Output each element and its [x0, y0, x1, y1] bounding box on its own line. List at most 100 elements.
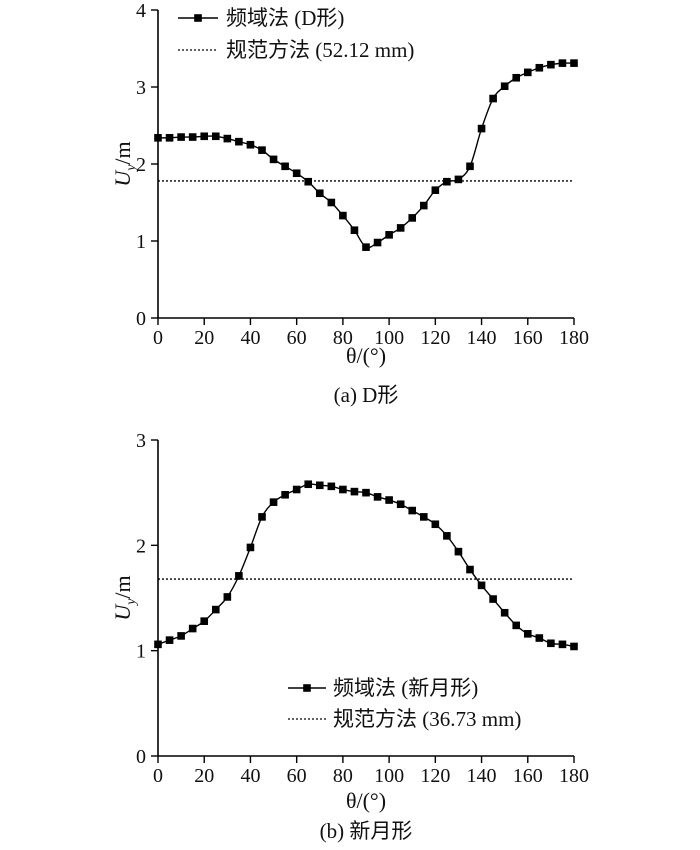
- data-point-marker: [570, 642, 578, 651]
- data-point-marker: [350, 226, 359, 235]
- data-point-marker: [304, 480, 313, 489]
- data-point-marker: [419, 513, 428, 521]
- legend-reference-label: 规范方法 (36.73 mm): [333, 707, 521, 731]
- x-tick-label: 180: [559, 327, 589, 349]
- data-point-marker: [396, 500, 405, 509]
- series-line: [157, 62, 575, 249]
- data-point-marker: [165, 134, 174, 142]
- data-point-marker: [466, 162, 474, 171]
- data-point-marker: [339, 211, 347, 220]
- data-point-marker: [443, 177, 451, 186]
- data-point-marker: [350, 487, 359, 496]
- data-point-marker: [362, 243, 370, 251]
- data-point-marker: [327, 482, 336, 491]
- data-point-marker: [315, 481, 324, 490]
- data-point-marker: [500, 82, 509, 91]
- legend-reference-label: 规范方法 (52.12 mm): [226, 38, 414, 62]
- y-axis-label: Uy/m: [110, 141, 139, 186]
- data-point-marker: [327, 198, 336, 207]
- data-point-marker: [258, 513, 266, 521]
- legend-series-marker: [303, 684, 311, 692]
- data-point-marker: [408, 506, 417, 515]
- legend: 频域法 (D形) 规范方法 (52.12 mm): [178, 6, 414, 62]
- data-point-marker: [281, 162, 289, 171]
- x-tick-label: 120: [420, 327, 450, 349]
- data-point-marker: [200, 617, 209, 625]
- data-point-marker: [200, 132, 209, 141]
- x-tick-label: 40: [240, 327, 260, 349]
- legend-series-label: 频域法 (D形): [226, 6, 344, 30]
- chart-crescent-shape: 0 1 2 3 0 20 40 60 80 100 120 140 160 180 频域法 (新月形) 规范方…: [110, 430, 589, 843]
- y-axis-label: Uy/m: [110, 575, 139, 620]
- data-point-marker: [269, 498, 278, 506]
- x-tick-label: 60: [287, 327, 307, 349]
- data-point-marker: [315, 189, 324, 198]
- data-point-marker: [535, 634, 544, 642]
- data-point-marker: [281, 490, 289, 499]
- data-point-marker: [373, 493, 382, 501]
- y-axis-label-unit: /m: [110, 141, 135, 164]
- data-point-marker: [570, 59, 578, 67]
- data-point-marker: [235, 137, 243, 146]
- x-axis-label: θ/(°): [346, 343, 386, 368]
- data-point-marker: [385, 496, 393, 504]
- data-point-marker: [523, 68, 532, 77]
- data-point-marker: [489, 595, 497, 603]
- data-point-marker: [292, 485, 301, 494]
- data-point-marker: [477, 124, 486, 133]
- x-tick-label: 100: [374, 765, 404, 787]
- legend-series-marker: [194, 14, 202, 22]
- data-point-marker: [165, 636, 174, 644]
- x-tick-label: 80: [333, 327, 353, 349]
- x-tick-label: 140: [467, 765, 497, 787]
- data-point-marker: [396, 224, 405, 232]
- data-point-marker: [177, 133, 185, 141]
- x-tick-label: 180: [559, 765, 589, 787]
- data-point-marker: [523, 630, 532, 638]
- chart-caption: (a) D形: [334, 383, 399, 407]
- data-point-marker: [385, 231, 393, 239]
- data-point-marker: [235, 572, 243, 580]
- data-point-marker: [512, 621, 521, 630]
- y-axis-label-main: U: [110, 603, 135, 621]
- data-point-marker: [558, 59, 567, 67]
- y-tick-label: 1: [136, 641, 146, 663]
- x-tick-label: 20: [194, 765, 214, 787]
- y-tick-label: 3: [136, 430, 146, 452]
- y-tick-label: 4: [136, 0, 146, 22]
- data-point-marker: [246, 140, 255, 149]
- x-tick-label: 160: [513, 765, 543, 787]
- y-tick-label: 0: [136, 308, 146, 330]
- legend: 频域法 (新月形) 规范方法 (36.73 mm): [288, 676, 521, 731]
- data-point-marker: [223, 593, 232, 601]
- data-point-marker: [362, 488, 370, 497]
- x-tick-label: 60: [287, 765, 307, 787]
- data-point-marker: [211, 605, 220, 614]
- x-tick-label: 80: [333, 765, 353, 787]
- x-tick-label: 40: [240, 765, 260, 787]
- data-point-marker: [489, 94, 497, 103]
- data-point-marker: [454, 547, 463, 556]
- data-point-marker: [419, 201, 428, 210]
- data-point-marker: [177, 632, 185, 640]
- data-point-marker: [339, 485, 347, 494]
- data-point-marker: [547, 639, 555, 648]
- y-tick-label: 1: [136, 231, 146, 253]
- y-axis-label-main: U: [110, 169, 135, 187]
- x-axis-label: θ/(°): [346, 788, 386, 813]
- data-point-marker: [454, 175, 463, 184]
- data-point-marker: [431, 186, 440, 194]
- y-axis-label-subscript: y: [124, 164, 139, 173]
- data-point-marker: [246, 543, 255, 552]
- data-point-marker: [373, 238, 382, 247]
- data-point-marker: [431, 520, 440, 529]
- data-point-marker: [188, 133, 197, 141]
- y-tick-label: 3: [136, 77, 146, 99]
- data-point-marker: [477, 581, 486, 590]
- x-tick-label: 100: [374, 327, 404, 349]
- data-point-marker: [154, 134, 162, 142]
- y-tick-label: 2: [136, 154, 146, 176]
- data-point-marker: [443, 532, 451, 540]
